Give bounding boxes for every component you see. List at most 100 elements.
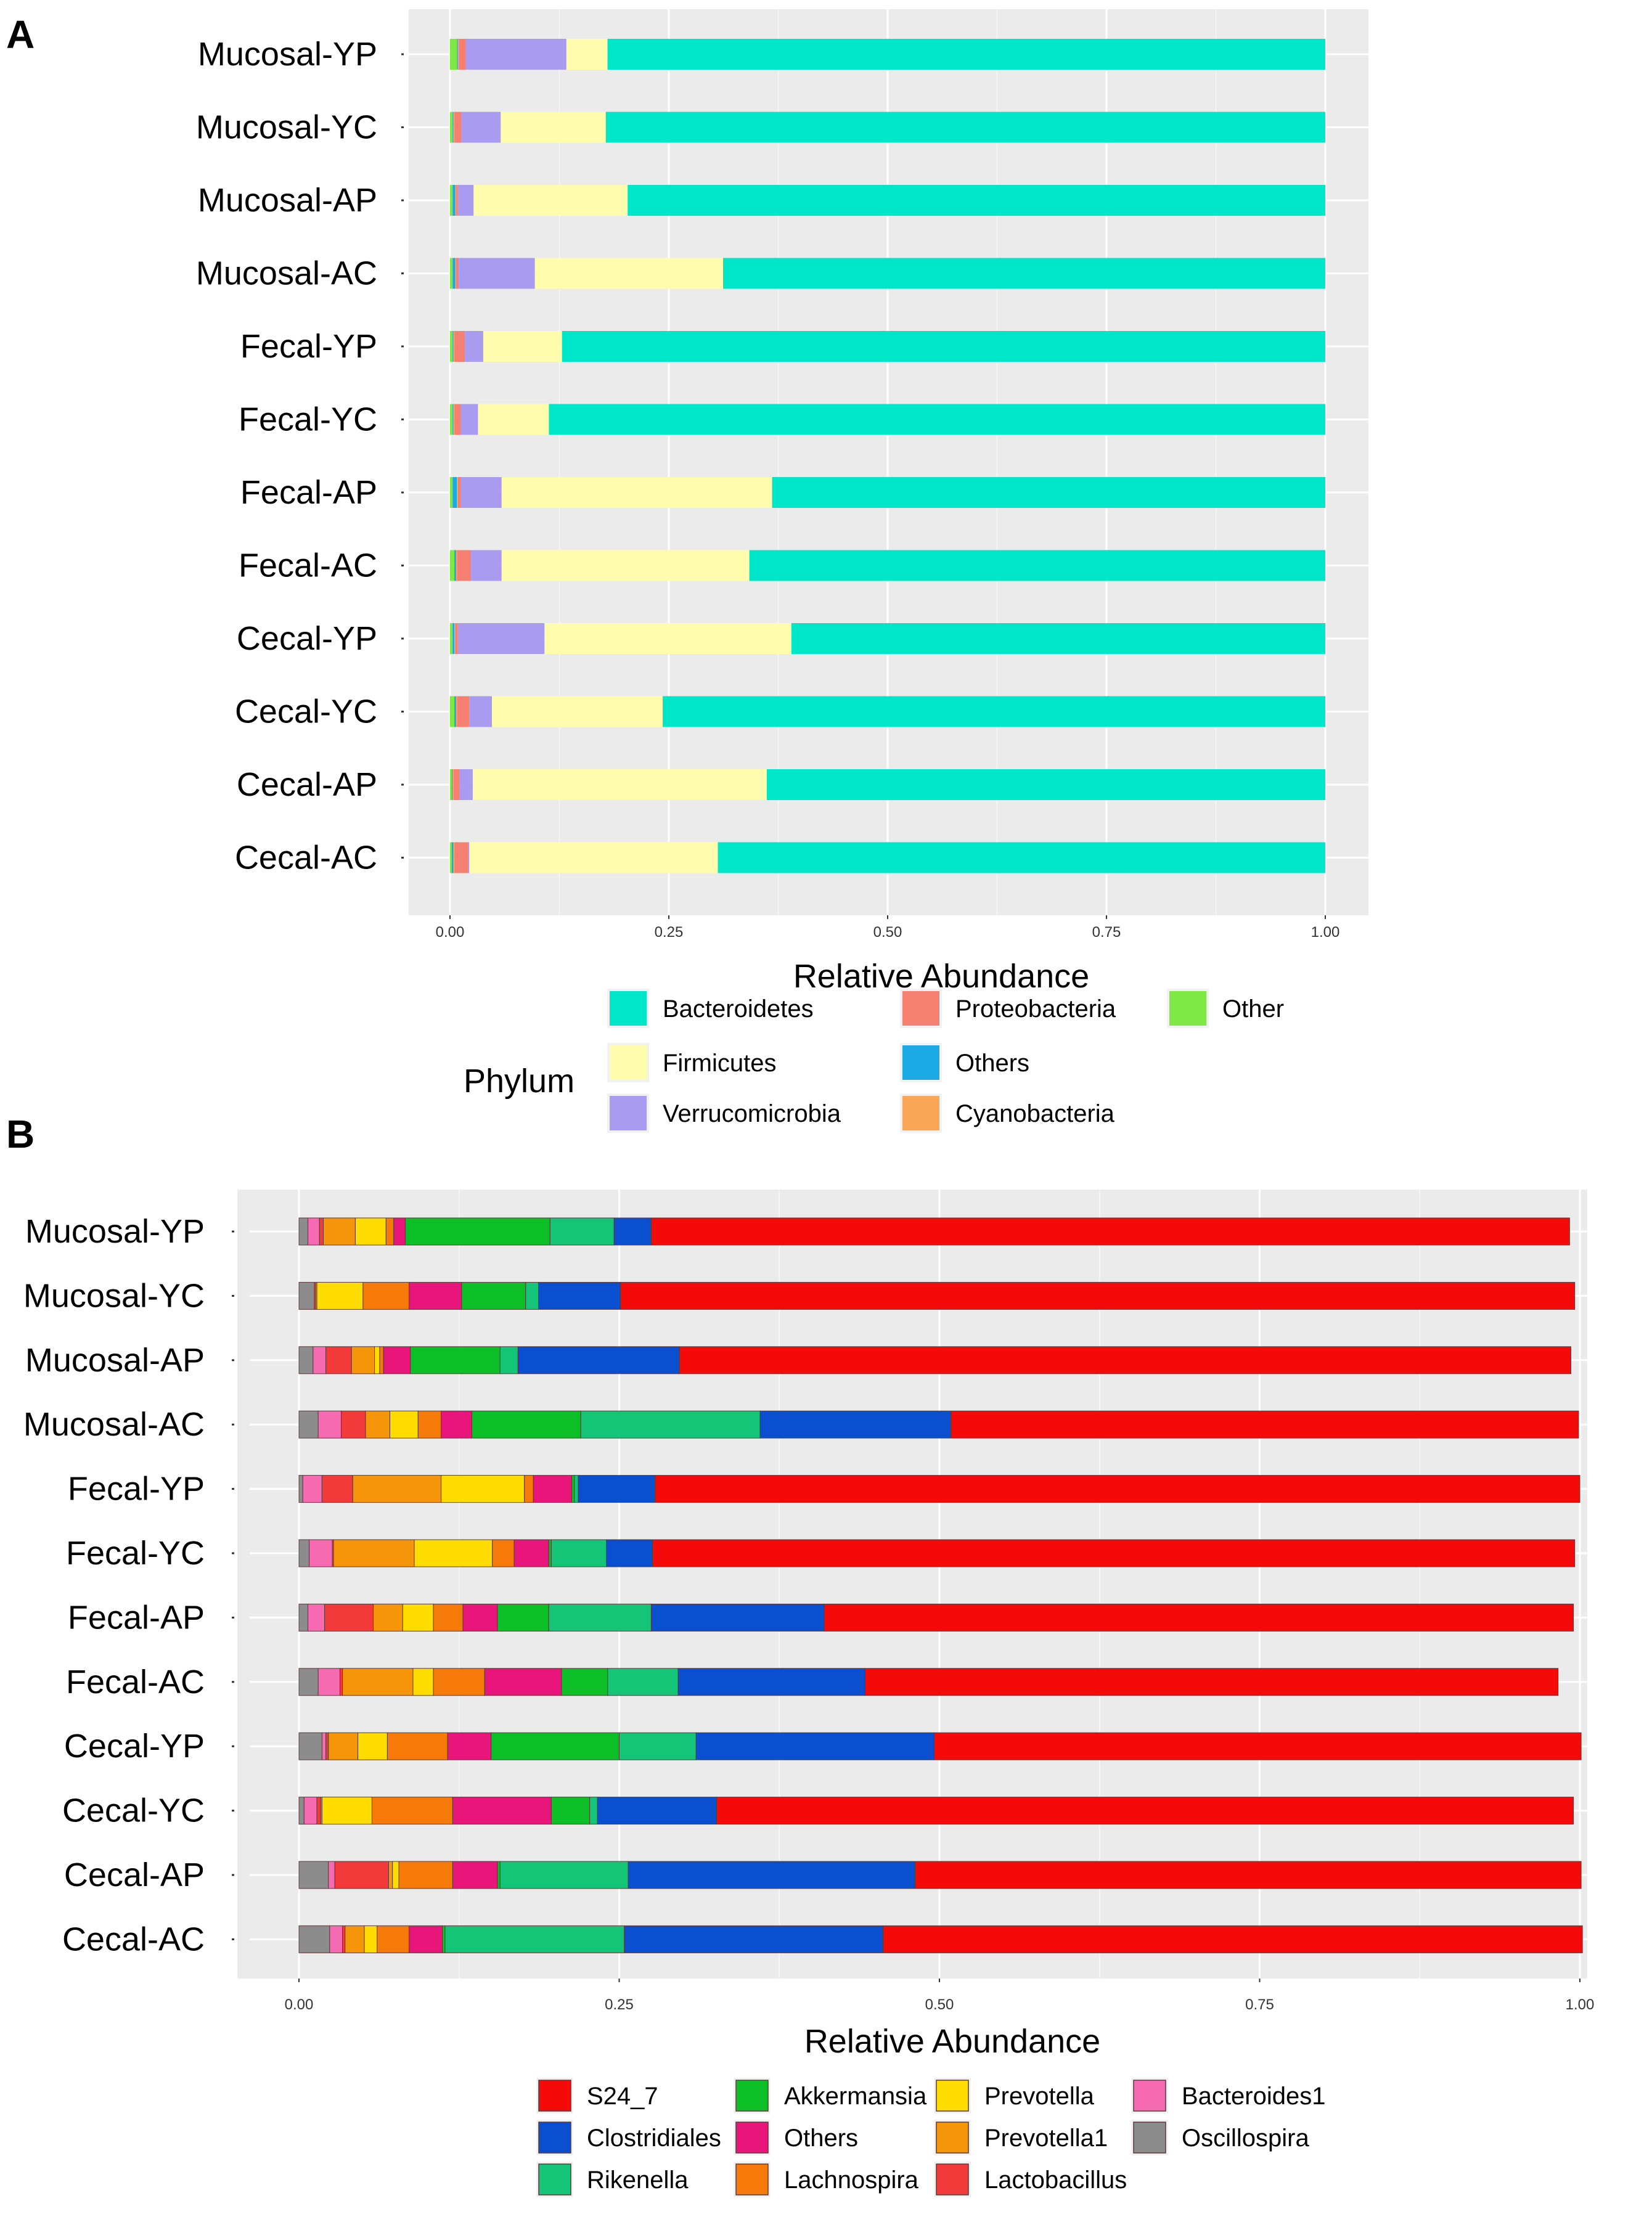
panel-a-bar-fecal-yc-bacteroidetes [549, 404, 1326, 435]
panel-b-bar-fecal-ap-clostridiales [650, 1603, 825, 1632]
panel-a-category-label-cecal-yp: Cecal-YP [237, 620, 377, 657]
panel-a-bar-cecal-yp-firmicutes [544, 623, 791, 654]
panel-b-bar-fecal-yp-lactobacillus [321, 1475, 353, 1503]
panel-a-category-label-cecal-ap: Cecal-AP [237, 766, 377, 803]
panel-b-legend-label-prevotella: Prevotella [984, 2083, 1095, 2110]
panel-b-bar-cecal-ac-s24-7 [883, 1925, 1583, 1953]
panel-a-bar-mucosal-ac-other [450, 258, 453, 289]
panel-b-bar-mucosal-yc-oscillospira [298, 1281, 315, 1310]
panel-a-bar-cecal-ac-others [451, 842, 454, 873]
panel-b-legend-label-others: Others [784, 2125, 858, 2152]
panel-b-bar-mucosal-yp-rikenella [549, 1217, 615, 1246]
panel-b-tick-labels: 0.00 0.25 0.50 0.75 1.00 [285, 1979, 1594, 2013]
panel-a-bar-fecal-ap-proteobacteria [457, 477, 461, 508]
panel-b-bar-fecal-yc-clostridiales [606, 1539, 653, 1567]
panel-b-category-label-mucosal-yc: Mucosal-YC [23, 1277, 205, 1314]
panel-a-bar-fecal-ac-firmicutes [501, 550, 750, 581]
panel-b-bar-fecal-yp-s24-7 [655, 1475, 1580, 1503]
panel-b-x-tick-label: 0.00 [285, 1996, 314, 2013]
panel-a-category-label-mucosal-ap: Mucosal-AP [198, 182, 377, 219]
panel-b-bar-mucosal-ap-rikenella [499, 1346, 518, 1374]
panel-b-bar-mucosal-yp-lactobacillus [319, 1217, 324, 1246]
panel-a-bar-mucosal-ap-bacteroidetes [628, 185, 1325, 216]
panel-b-legend: S24_7 Clostridiales Rikenella Akkermansia Ot… [536, 2078, 1325, 2197]
panel-b-bar-fecal-ac-oscillospira [298, 1668, 319, 1696]
panel-a-category-label-fecal-ac: Fecal-AC [239, 547, 377, 584]
panel-a-legend-swatch-bacteroidetes [610, 991, 647, 1026]
panel-b-bars [298, 1217, 1583, 1953]
panel-b-x-tick-label: 0.75 [1245, 1996, 1274, 2013]
panel-b-legend-swatch-akkermansia [735, 2080, 769, 2112]
panel-a-category-label-fecal-yc: Fecal-YC [239, 401, 377, 438]
panel-letter-a: A [6, 12, 35, 57]
panel-b-plot-area [237, 1190, 1587, 1979]
panel-b-bar-fecal-yc-s24-7 [652, 1539, 1576, 1567]
panel-b-category-labels: Mucosal-YP Mucosal-YC Mucosal-AP Mucosal-AC… [23, 1213, 234, 1958]
panel-b-bar-mucosal-ap-others [383, 1346, 411, 1374]
panel-b-bar-cecal-yc-s24-7 [716, 1797, 1574, 1825]
panel-b-bar-mucosal-ap-prevotella [374, 1346, 380, 1374]
panel-a-bar-cecal-yc-others [454, 696, 456, 727]
panel-b-bar-mucosal-ap-clostridiales [517, 1346, 680, 1374]
panel-b-bar-fecal-yc-others [513, 1539, 549, 1567]
panel-b-bar-fecal-ac-prevotella [412, 1668, 434, 1696]
panel-b-bar-mucosal-yp-akkermansia [404, 1217, 550, 1246]
panel-a-bar-mucosal-ap-proteobacteria [456, 185, 458, 216]
panel-b-legend-label-lachnospira: Lachnospira [784, 2167, 919, 2194]
panel-a-bar-mucosal-yp-other [450, 39, 457, 70]
panel-b-bar-cecal-ap-s24-7 [915, 1861, 1582, 1889]
panel-b-bar-mucosal-ac-oscillospira [298, 1410, 319, 1439]
panel-b-legend-swatch-lachnospira [735, 2163, 769, 2195]
panel-b-bar-cecal-yp-rikenella [619, 1732, 697, 1760]
panel-a-category-label-fecal-yp: Fecal-YP [240, 328, 377, 365]
panel-b-bar-cecal-yc-bacteroides1 [303, 1797, 317, 1825]
panel-b-legend-label-oscillospira: Oscillospira [1182, 2125, 1309, 2152]
panel-b-category-label-fecal-ap: Fecal-AP [68, 1599, 205, 1636]
panel-b-bar-cecal-ap-bacteroides1 [328, 1861, 335, 1889]
panel-b-bar-mucosal-ac-lachnospira [417, 1410, 442, 1439]
panel-a-bar-cecal-ap-firmicutes [472, 769, 767, 800]
panel-b-bar-fecal-ac-akkermansia [561, 1668, 608, 1696]
panel-a-bar-cecal-yc-bacteroidetes [663, 696, 1325, 727]
panel-b-bar-fecal-yp-akkermansia [571, 1475, 575, 1503]
panel-a-bar-mucosal-yp-proteobacteria [459, 39, 466, 70]
panel-b-bar-mucosal-ap-lactobacillus [325, 1346, 352, 1374]
panel-a-bar-fecal-ac-proteobacteria [457, 550, 472, 581]
panel-b-bar-fecal-yp-others [533, 1475, 573, 1503]
panel-b-bar-cecal-yc-prevotella [321, 1797, 372, 1825]
panel-a-bar-cecal-ac-proteobacteria [454, 842, 468, 873]
panel-a-bar-fecal-ap-bacteroidetes [772, 477, 1325, 508]
panel-b-bar-mucosal-ac-others [441, 1410, 473, 1439]
panel-b-bar-cecal-ac-bacteroides1 [329, 1925, 343, 1953]
panel-a-bar-cecal-yc-other [450, 696, 455, 727]
panel-a-bar-fecal-ac-cyanobacteria [456, 550, 457, 581]
panel-b-bar-fecal-ap-lactobacillus [324, 1603, 374, 1632]
panel-b-bar-mucosal-yc-prevotella [316, 1281, 364, 1310]
panel-b-legend-swatch-s24-7 [538, 2080, 571, 2112]
panel-b-bar-mucosal-yc-others [409, 1281, 462, 1310]
panel-b-bar-cecal-ac-rikenella [444, 1925, 625, 1953]
panel-a-bar-cecal-ap-cyanobacteria [452, 769, 454, 800]
panel-b-bar-cecal-yc-oscillospira [298, 1797, 305, 1825]
panel-b-bar-cecal-ac-oscillospira [298, 1925, 330, 1953]
panel-b-bar-fecal-ap-akkermansia [497, 1603, 549, 1632]
panel-a-legend-label-bacteroidetes: Bacteroidetes [663, 995, 814, 1023]
panel-a-x-tick-label: 0.00 [436, 924, 465, 941]
panel-b-bar-mucosal-ac-prevotella1 [365, 1410, 391, 1439]
panel-b-bar-mucosal-yp-prevotella [354, 1217, 386, 1246]
panel-b-bar-cecal-yp-lachnospira [386, 1732, 448, 1760]
panel-b-bar-mucosal-ap-prevotella1 [351, 1346, 375, 1374]
panel-b-bar-fecal-yp-oscillospira [298, 1475, 303, 1503]
panel-b-bar-mucosal-yp-oscillospira [298, 1217, 309, 1246]
panel-a-bar-fecal-ac-others [454, 550, 456, 581]
panel-b-bar-mucosal-ap-oscillospira [298, 1346, 314, 1374]
panel-b-bar-fecal-yc-oscillospira [298, 1539, 310, 1567]
panel-b-bar-cecal-ap-prevotella [392, 1861, 399, 1889]
panel-a-bar-mucosal-yc-verrucomicrobia [461, 112, 501, 143]
panel-b-bar-cecal-ap-oscillospira [298, 1861, 329, 1889]
panel-b-bar-cecal-ac-prevotella [364, 1925, 378, 1953]
panel-a-bar-cecal-ap-verrucomicrobia [459, 769, 473, 800]
panel-a-legend-swatch-cyanobacteria [902, 1096, 939, 1130]
panel-a-bar-mucosal-yc-firmicutes [501, 112, 606, 143]
